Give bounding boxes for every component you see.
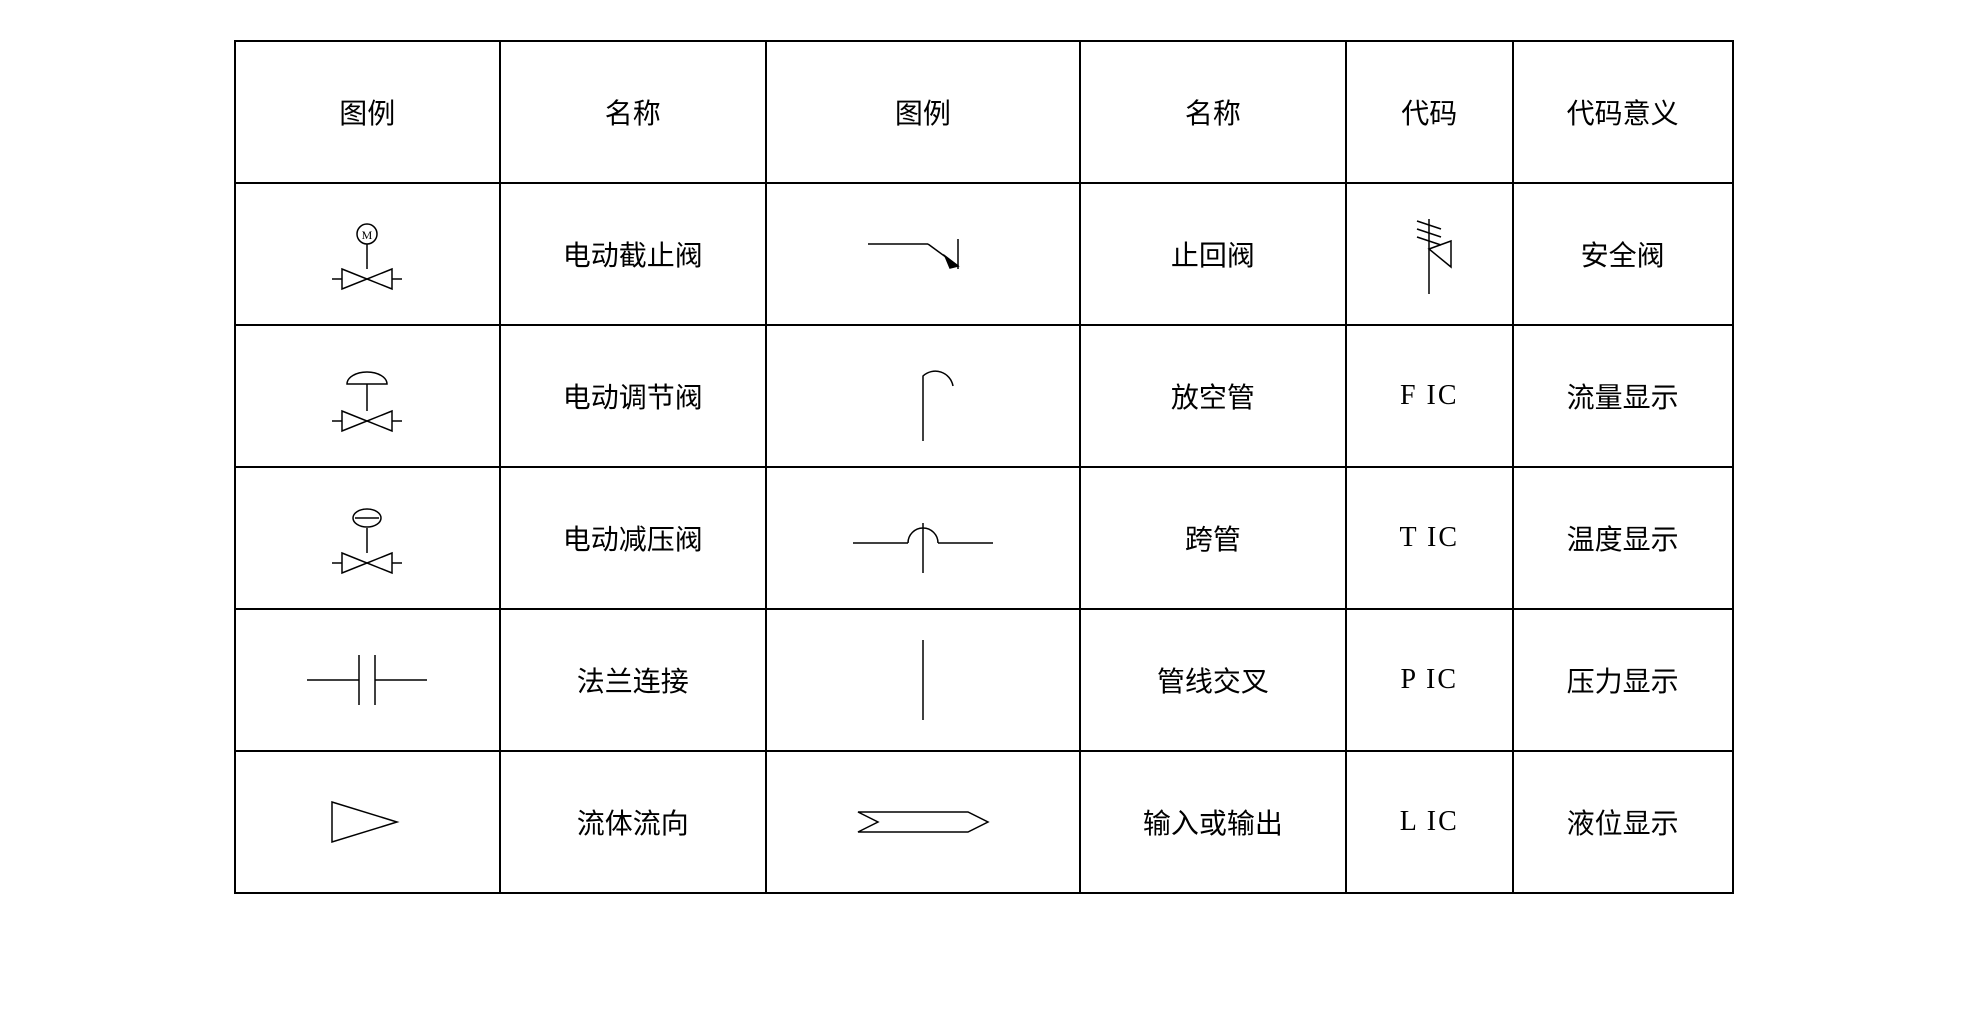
table-row: 电动减压阀 跨管 T IC 温度显示 <box>235 467 1733 609</box>
code-cell: L IC <box>1346 751 1513 893</box>
table-row: M 电动截止阀 止回阀 <box>235 183 1733 325</box>
symbol-flange <box>235 609 500 751</box>
symbol-check-valve <box>766 183 1081 325</box>
header-name-1: 名称 <box>500 41 766 183</box>
meaning-cell: 流量显示 <box>1513 325 1733 467</box>
svg-text:M: M <box>362 228 373 242</box>
table-row: 流体流向 输入或输出 L IC 液位显示 <box>235 751 1733 893</box>
meaning-cell: 液位显示 <box>1513 751 1733 893</box>
name-cell: 跨管 <box>1080 467 1346 609</box>
header-row: 图例 名称 图例 名称 代码 代码意义 <box>235 41 1733 183</box>
code-cell: P IC <box>1346 609 1513 751</box>
symbol-motor-stop-valve: M <box>235 183 500 325</box>
symbol-motor-control-valve <box>235 325 500 467</box>
symbol-motor-reducing-valve <box>235 467 500 609</box>
header-name-2: 名称 <box>1080 41 1346 183</box>
name-cell: 法兰连接 <box>500 609 766 751</box>
header-meaning: 代码意义 <box>1513 41 1733 183</box>
name-cell: 流体流向 <box>500 751 766 893</box>
name-cell: 输入或输出 <box>1080 751 1346 893</box>
symbol-io-arrow <box>766 751 1081 893</box>
header-code: 代码 <box>1346 41 1513 183</box>
code-cell: F IC <box>1346 325 1513 467</box>
name-cell: 管线交叉 <box>1080 609 1346 751</box>
symbol-flow-direction <box>235 751 500 893</box>
header-symbol-1: 图例 <box>235 41 500 183</box>
meaning-cell: 温度显示 <box>1513 467 1733 609</box>
table-row: 电动调节阀 放空管 F IC 流量显示 <box>235 325 1733 467</box>
meaning-cell: 安全阀 <box>1513 183 1733 325</box>
symbol-pipe-cross <box>766 609 1081 751</box>
name-cell: 电动减压阀 <box>500 467 766 609</box>
symbol-safety-valve <box>1346 183 1513 325</box>
name-cell: 止回阀 <box>1080 183 1346 325</box>
symbol-pipe-crossover <box>766 467 1081 609</box>
legend-table: 图例 名称 图例 名称 代码 代码意义 <box>234 40 1734 894</box>
table-row: 法兰连接 管线交叉 P IC 压力显示 <box>235 609 1733 751</box>
code-cell: T IC <box>1346 467 1513 609</box>
header-symbol-2: 图例 <box>766 41 1081 183</box>
name-cell: 电动调节阀 <box>500 325 766 467</box>
symbol-vent-pipe <box>766 325 1081 467</box>
name-cell: 电动截止阀 <box>500 183 766 325</box>
name-cell: 放空管 <box>1080 325 1346 467</box>
meaning-cell: 压力显示 <box>1513 609 1733 751</box>
